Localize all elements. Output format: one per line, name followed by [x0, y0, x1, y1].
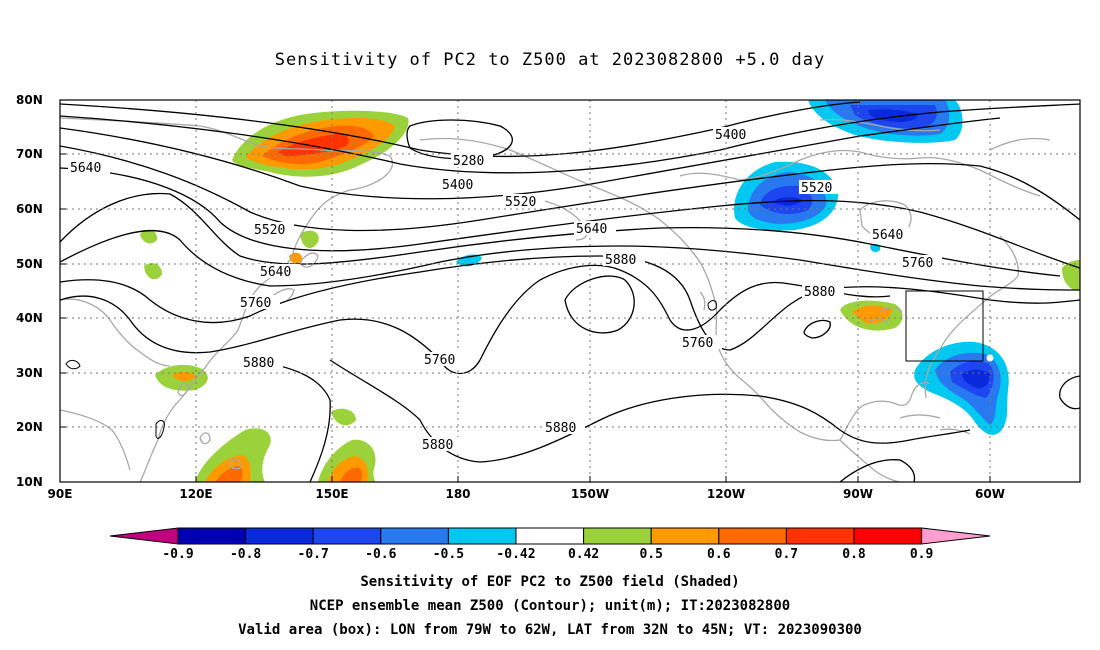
colorbar-label: 0.5 — [639, 547, 662, 562]
contour-label: 5640 — [872, 228, 903, 243]
colorbar-label: -0.8 — [230, 547, 261, 562]
shade-positive-small — [140, 229, 158, 244]
contour-label: 5760 — [902, 256, 933, 271]
contour-label: 5280 — [453, 154, 484, 169]
map-border — [59, 99, 1081, 483]
caption-line-2: NCEP ensemble mean Z500 (Contour); unit(… — [309, 598, 791, 614]
lon-label: 180 — [445, 487, 470, 501]
contour-label: 5760 — [424, 353, 455, 368]
colorbar-cell-12 — [921, 527, 991, 545]
contour-label: 5760 — [240, 296, 271, 311]
colorbar-label: 0.7 — [775, 547, 798, 562]
lon-label: 150W — [571, 487, 609, 501]
colorbar-label: 0.42 — [568, 547, 599, 562]
lat-label: 30N — [16, 366, 43, 380]
colorbar-cell-4 — [380, 527, 449, 545]
z500-contours — [60, 101, 1080, 482]
colorbar-label: 0.6 — [707, 547, 731, 562]
lon-label: 90E — [48, 487, 73, 501]
lat-label: 40N — [16, 311, 43, 325]
caption-line-1: Sensitivity of EOF PC2 to Z500 field (Sh… — [360, 574, 740, 590]
lon-label: 60W — [975, 487, 1005, 501]
colorbar-label: -0.9 — [162, 547, 193, 562]
contour-label: 5880 — [422, 438, 453, 453]
colorbar-label: -0.42 — [496, 547, 535, 562]
colorbar-cell-10 — [785, 527, 855, 545]
contour-label: 5880 — [545, 421, 576, 436]
contour-label: 5640 — [260, 265, 291, 280]
colorbar-label: -0.5 — [433, 547, 464, 562]
lat-label: 70N — [16, 147, 43, 161]
longitude-labels: 90E 120E 150E 180 150W 120W 90W 60W — [48, 487, 1005, 501]
lat-label: 50N — [16, 257, 43, 271]
colorbar-cell-2 — [245, 527, 314, 545]
contour-label: 5880 — [804, 285, 835, 300]
map-title: Sensitivity of PC2 to Z500 at 2023082800… — [274, 50, 826, 70]
contour-label-group: 5640 5280 5400 5520 5640 5520 5400 5520 … — [68, 127, 942, 453]
contour-label: 5520 — [801, 181, 832, 196]
lat-label: 20N — [16, 420, 43, 434]
colorbar-cell-1 — [177, 527, 247, 545]
lat-label: 10N — [16, 475, 43, 489]
latitude-labels: 80N 70N 60N 50N 40N 30N 20N 10N — [16, 93, 43, 489]
coastlines — [60, 117, 1051, 482]
grid-lines — [60, 100, 1080, 482]
lon-label: 120E — [179, 487, 212, 501]
valid-area-box — [905, 290, 984, 362]
colorbar: -0.9 -0.8 -0.7 -0.6 -0.5 -0.42 0.42 0.5 … — [109, 527, 991, 562]
contour-label: 5400 — [442, 178, 473, 193]
lon-label: 120W — [707, 487, 745, 501]
caption-line-3: Valid area (box): LON from 79W to 62W, L… — [238, 622, 862, 638]
contour-label: 5520 — [505, 195, 536, 210]
colorbar-cell-3 — [312, 527, 382, 545]
contour-label: 5640 — [70, 161, 101, 176]
colorbar-cell-7 — [583, 527, 652, 545]
sensitivity-shading — [140, 100, 1080, 482]
colorbar-label: -0.6 — [365, 547, 396, 562]
axis-ticks — [60, 99, 991, 483]
lon-label: 150E — [315, 487, 348, 501]
shade-positive-south-1 — [195, 428, 271, 482]
colorbar-label: 0.9 — [910, 547, 933, 562]
contour-label: 5520 — [254, 223, 285, 238]
lat-label: 80N — [16, 93, 43, 107]
colorbar-cell-5 — [447, 527, 517, 545]
contour-label: 5880 — [605, 253, 636, 268]
colorbar-cell-9 — [718, 527, 787, 545]
lon-label: 90W — [843, 487, 873, 501]
colorbar-label: -0.7 — [298, 547, 329, 562]
colorbar-cell-11 — [853, 527, 923, 545]
colorbar-cell-0 — [109, 527, 179, 545]
colorbar-cell-6 — [515, 527, 585, 545]
colorbar-label: 0.8 — [842, 547, 866, 562]
contour-label: 5880 — [243, 356, 274, 371]
contour-label: 5760 — [682, 336, 713, 351]
contour-label: 5400 — [715, 128, 746, 143]
colorbar-cell-8 — [650, 527, 720, 545]
shade-positive-east-edge — [1062, 260, 1080, 291]
lat-label: 60N — [16, 202, 43, 216]
contour-label: 5640 — [576, 222, 607, 237]
